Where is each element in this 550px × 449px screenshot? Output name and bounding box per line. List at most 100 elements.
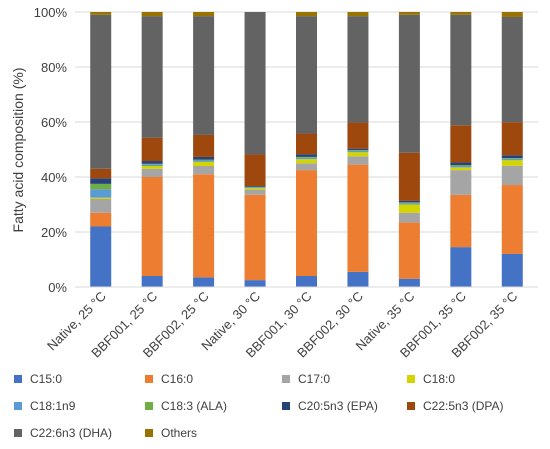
bar-segment [90,226,112,287]
bar-segment [501,16,523,123]
bar-segment [141,177,163,276]
legend-item: C17:0 [282,372,330,386]
bar-segment [193,166,215,175]
bar-segment [244,186,266,187]
bar-segment [501,160,523,166]
bar-segment [90,178,112,184]
bar-segment [398,200,420,203]
bar-segment [244,280,266,287]
bar-segment [90,183,112,190]
bar-segment [141,12,163,17]
legend-swatch [14,402,22,410]
legend-swatch [407,375,415,383]
legend-label: C22:6n3 (DHA) [30,426,113,440]
legend-label: C17:0 [298,372,331,386]
bar-segment [347,122,369,149]
bar-segment [347,16,369,123]
bar-segment [347,271,369,287]
y-tick-label: 20% [41,225,67,240]
bar-segment [347,152,369,157]
bar-segment [90,189,112,198]
legend-item: C16:0 [145,372,193,386]
legend-item: C18:0 [407,372,455,386]
bar-segment [450,167,472,171]
bar-segment [141,276,163,287]
bar-segment [90,14,112,169]
bar-segment [450,12,472,15]
bar-segment [296,170,317,276]
bar-segment [90,197,112,199]
legend-label: C18:1n9 [30,399,76,413]
legend-item: C18:1n9 [14,399,75,413]
bar-segment [193,12,215,17]
bar-segment [244,186,266,188]
bar-segment [501,165,523,186]
legend-label: C16:0 [161,372,194,386]
legend-label: C15:0 [30,372,63,386]
bar-segment [296,133,317,155]
legend-swatch [145,429,153,437]
y-axis-label: Fatty acid composition (%) [10,68,26,233]
bar-segment [347,156,369,165]
bar-segment [296,156,317,158]
bar-segment [450,170,472,195]
legend-swatch [145,402,153,410]
bar-segment [141,16,163,138]
bar-segment [193,134,215,157]
bar-segment [244,12,266,155]
bar-segment [244,154,266,187]
legend-swatch [407,402,415,410]
legend-item: C15:0 [14,372,62,386]
bar-segment [450,247,472,287]
bar-segment [296,276,317,287]
legend-label: C20:5n3 (EPA) [298,399,378,413]
bar-segment [296,163,317,171]
legend-label: C18:0 [423,372,456,386]
bar-segment [296,154,317,157]
y-tick-label: 40% [41,170,67,185]
legend-swatch [14,375,22,383]
bar-segment [296,16,317,134]
legend-label: C22:5n3 (DPA) [423,399,504,413]
bar-segment [296,12,317,17]
bar-segment [244,194,266,281]
bar-segment [296,159,317,164]
bar-segment [450,125,472,163]
legend-item: Others [145,426,197,440]
bar-segment [347,12,369,17]
y-tick-label: 100% [34,5,68,20]
bar-segment [193,174,215,278]
bar-segment [398,278,420,287]
bar-segment [501,155,523,159]
legend-swatch [14,429,22,437]
bar-segment [193,161,215,166]
bar-segment [90,168,112,179]
bar-segment [398,212,420,223]
bars [90,12,523,287]
bar-segment [450,194,472,248]
bar-segment [398,14,420,153]
bar-segment [244,187,266,188]
bar-segment [501,158,523,161]
bar-segment [141,164,163,166]
bar-segment [501,158,523,159]
legend-item: C20:5n3 (EPA) [282,399,378,413]
legend-swatch [282,402,290,410]
bar-segment [193,160,215,162]
bar-segment [90,12,112,15]
bar-segment [141,161,163,164]
bar-segment [141,137,163,162]
y-axis-ticks: 0% 20% 40% 60% 80% 100% [34,5,68,295]
y-tick-label: 60% [41,115,67,130]
bar-segment [450,166,472,168]
y-tick-label: 0% [48,280,67,295]
bar-segment [398,202,420,204]
bar-segment [296,157,317,160]
bar-segment [450,165,472,166]
bar-segment [193,156,215,160]
bar-segment [90,199,112,213]
bar-segment [347,148,369,151]
y-tick-label: 80% [41,60,67,75]
